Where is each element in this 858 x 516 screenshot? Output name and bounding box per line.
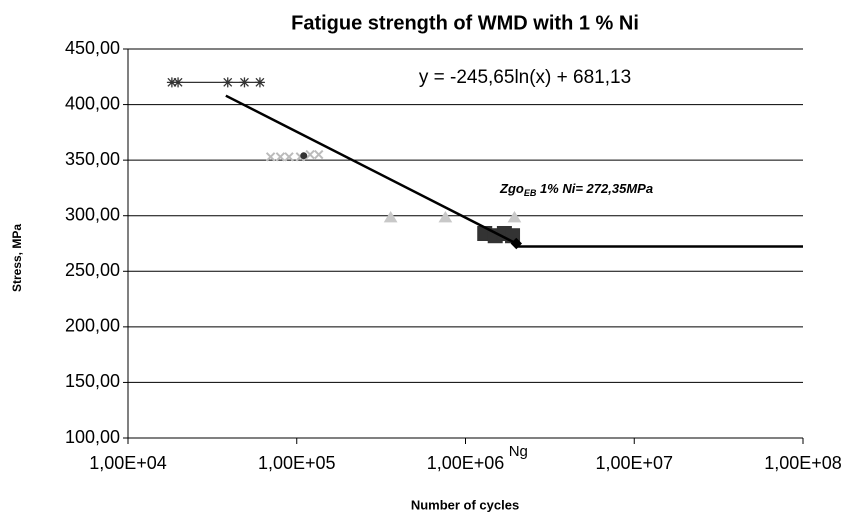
y-tick-label: 250,00 <box>65 260 120 280</box>
y-tick-label: 100,00 <box>65 427 120 447</box>
y-axis-label: Stress, MPa <box>10 224 24 292</box>
x-marker <box>284 152 294 162</box>
x-marker <box>314 149 324 160</box>
y-tick-label: 300,00 <box>65 204 120 224</box>
triangle-marker <box>507 210 522 223</box>
star-marker <box>166 77 177 88</box>
ng-label: Ng <box>509 443 528 460</box>
x-axis-label: Number of cycles <box>411 497 519 512</box>
x-marker <box>265 152 276 162</box>
y-tick-label: 200,00 <box>65 316 120 336</box>
star-marker <box>254 77 265 88</box>
series-line <box>225 94 517 245</box>
chart-title: Fatigue strength of WMD with 1 % Ni <box>291 12 639 34</box>
limit-annotation: ZgoEB 1% Ni= 272,35MPa <box>499 181 653 198</box>
triangle-marker <box>438 210 453 223</box>
star-marker <box>173 77 184 88</box>
x-tick-label: 1,00E+04 <box>89 453 167 473</box>
x-tick-label: 1,00E+07 <box>595 453 673 473</box>
x-tick-label: 1,00E+05 <box>258 453 336 473</box>
annotation-main: Zgo <box>499 181 524 196</box>
y-tick-label: 150,00 <box>65 371 120 391</box>
star-marker <box>239 77 250 88</box>
annotation-subscript: EB <box>524 188 537 198</box>
y-tick-label: 450,00 <box>65 38 120 58</box>
equation: y = -245,65ln(x) + 681,13 <box>419 67 631 88</box>
x-tick-label: 1,00E+06 <box>427 453 505 473</box>
triangle-marker <box>383 210 398 223</box>
annotation-rest: 1% Ni= 272,35MPa <box>536 181 653 196</box>
x-marker <box>305 149 315 160</box>
x-tick-label: 1,00E+08 <box>764 453 842 473</box>
dot-marker <box>300 152 308 160</box>
y-tick-label: 400,00 <box>65 93 120 113</box>
star-marker <box>222 77 233 88</box>
x-marker <box>275 152 286 162</box>
y-tick-label: 350,00 <box>65 149 120 169</box>
diamond-marker <box>510 237 523 250</box>
